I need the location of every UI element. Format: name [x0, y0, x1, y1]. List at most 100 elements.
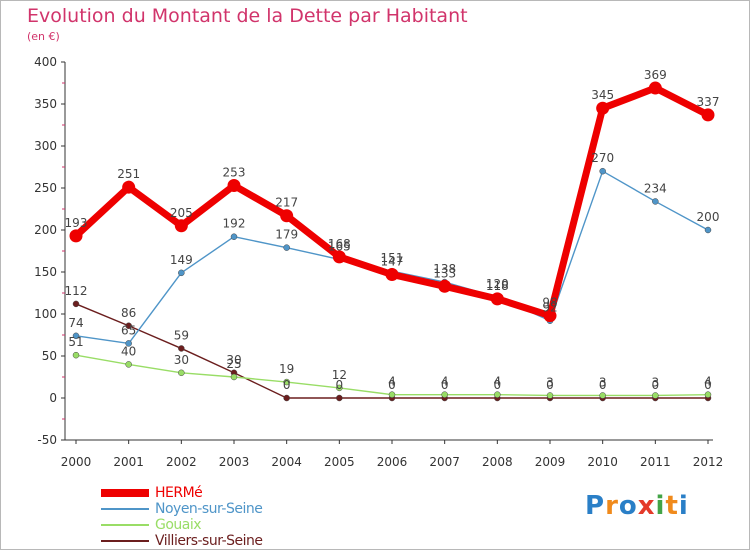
- data-point: [596, 101, 610, 115]
- data-point: [280, 209, 294, 223]
- data-point: [174, 219, 188, 233]
- logo-letter: r: [605, 491, 619, 521]
- data-point: [125, 340, 132, 347]
- data-label: 200: [697, 210, 720, 224]
- data-point: [72, 300, 80, 308]
- data-label: 253: [223, 165, 246, 179]
- data-label: 168: [328, 237, 351, 251]
- data-point: [543, 309, 557, 323]
- data-label: 98: [542, 296, 557, 310]
- y-tick-label: 50: [42, 349, 57, 363]
- legend-label: Noyen-sur-Seine: [155, 501, 263, 517]
- x-tick-label: 2011: [640, 455, 671, 469]
- legend-label: HERMé: [155, 485, 203, 501]
- data-point: [125, 361, 132, 368]
- data-label: 40: [121, 344, 136, 358]
- legend-item: Noyen-sur-Seine: [101, 501, 263, 517]
- data-label: 3: [652, 375, 660, 389]
- data-label: 4: [494, 375, 502, 389]
- data-label: 234: [644, 181, 667, 195]
- x-tick-label: 2001: [113, 455, 144, 469]
- data-point: [122, 180, 136, 194]
- data-point: [441, 391, 448, 398]
- y-tick-label: 400: [34, 55, 57, 69]
- x-tick-label: 2009: [535, 455, 566, 469]
- data-label: 337: [697, 95, 720, 109]
- data-label: 3: [546, 375, 554, 389]
- data-label: 0: [441, 378, 449, 392]
- data-label: 192: [223, 217, 246, 231]
- logo-letter: t: [665, 491, 679, 521]
- data-point: [178, 369, 185, 377]
- data-label: 92: [542, 301, 557, 315]
- data-point: [227, 178, 241, 192]
- y-tick-label: -50: [37, 433, 57, 447]
- data-label: 4: [704, 375, 712, 389]
- y-tick-label: 300: [34, 139, 57, 153]
- y-tick-label: 100: [34, 307, 57, 321]
- series-line-0: [72, 84, 712, 320]
- data-label: 86: [121, 306, 136, 320]
- x-tick-label: 2002: [166, 455, 197, 469]
- data-label: 369: [644, 68, 667, 82]
- data-point: [72, 351, 80, 359]
- data-label: 59: [174, 328, 189, 342]
- y-tick-label: 150: [34, 265, 57, 279]
- x-tick-label: 2005: [324, 455, 355, 469]
- data-label: 0: [388, 378, 396, 392]
- data-label: 51: [68, 335, 83, 349]
- data-label: 0: [652, 378, 660, 392]
- logo-letter: P: [585, 491, 606, 521]
- data-label: 3: [599, 375, 607, 389]
- data-label: 0: [494, 378, 502, 392]
- data-label: 138: [433, 262, 456, 276]
- chart-unit: (en €): [27, 30, 60, 43]
- data-point: [385, 268, 399, 282]
- data-label: 118: [486, 279, 509, 293]
- data-point: [230, 233, 238, 240]
- legend-swatch: [101, 524, 149, 526]
- legend-swatch: [101, 540, 149, 542]
- data-point: [490, 292, 504, 306]
- legend-item: Gouaix: [101, 517, 263, 533]
- data-point: [230, 373, 238, 381]
- data-label: 205: [170, 206, 193, 220]
- data-label: 0: [283, 378, 291, 392]
- y-tick-label: 0: [49, 391, 57, 405]
- data-point: [336, 384, 343, 392]
- logo-letter: x: [637, 491, 656, 521]
- data-label: 12: [332, 368, 347, 382]
- legend-item: Villiers-sur-Seine: [101, 533, 263, 549]
- chart-title: Evolution du Montant de la Dette par Hab…: [27, 5, 468, 27]
- x-tick-label: 2003: [219, 455, 250, 469]
- logo-letter: i: [655, 491, 666, 521]
- data-label: 0: [599, 378, 607, 392]
- data-label: 120: [486, 277, 509, 291]
- data-label: 193: [65, 216, 88, 230]
- data-point: [72, 332, 80, 340]
- data-point: [704, 226, 712, 234]
- x-tick-label: 2004: [271, 455, 302, 469]
- data-point: [69, 229, 83, 243]
- data-point: [125, 322, 132, 330]
- data-label: 30: [226, 353, 241, 367]
- data-label: 0: [336, 378, 344, 392]
- data-point: [283, 378, 290, 386]
- data-label: 0: [546, 378, 554, 392]
- data-label: 19: [279, 362, 294, 376]
- legend-label: Gouaix: [155, 517, 202, 533]
- data-label: 165: [328, 239, 351, 253]
- data-point: [701, 108, 715, 122]
- data-label: 345: [591, 88, 614, 102]
- data-label: 217: [275, 196, 298, 210]
- logo-letter: i: [678, 491, 689, 521]
- data-label: 133: [433, 266, 456, 280]
- data-point: [546, 392, 554, 399]
- data-label: 147: [381, 255, 404, 269]
- x-tick-label: 2000: [61, 455, 92, 469]
- x-tick-label: 2010: [587, 455, 618, 469]
- x-tick-label: 2006: [377, 455, 408, 469]
- data-label: 179: [275, 228, 298, 242]
